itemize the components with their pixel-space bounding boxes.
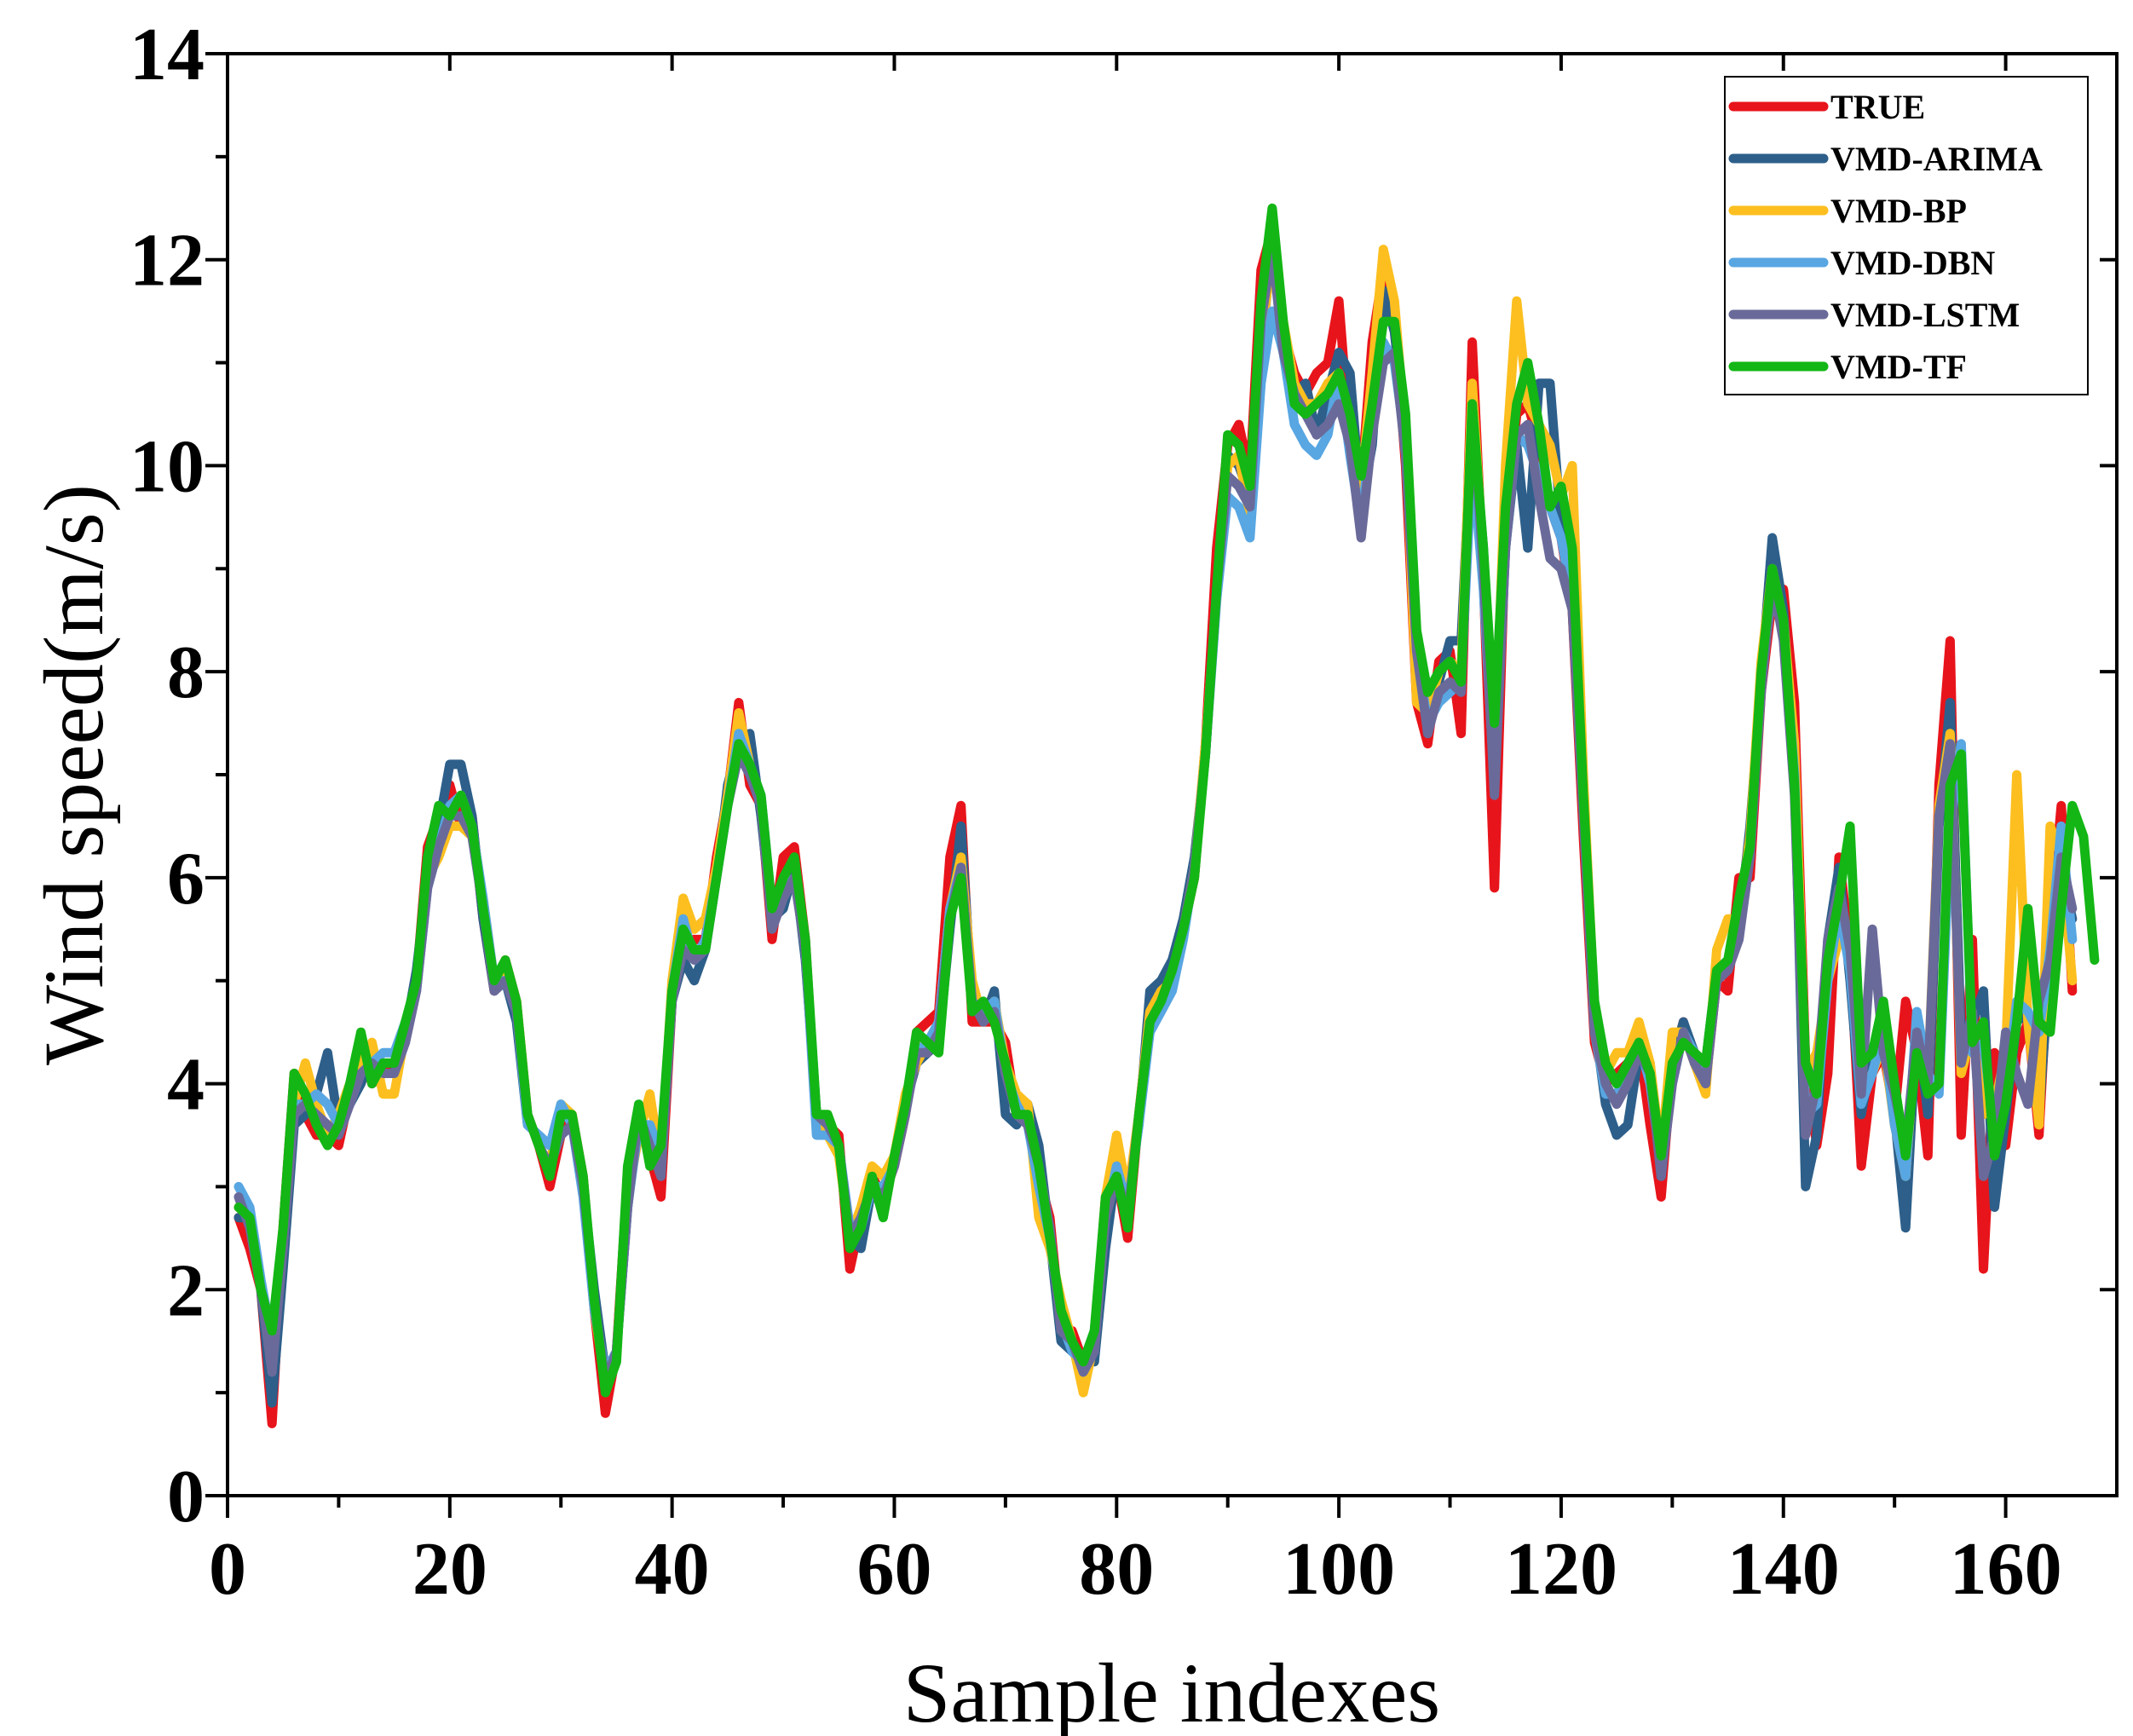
y-tick-label: 2 — [167, 1249, 205, 1332]
x-tick-label: 80 — [1079, 1528, 1154, 1611]
y-tick-label: 6 — [167, 838, 205, 920]
x-tick-label: 20 — [412, 1528, 487, 1611]
legend-box — [1724, 76, 2089, 395]
y-tick-label: 4 — [167, 1044, 205, 1127]
y-axis-label: Wind speed(m/s) — [26, 484, 121, 1065]
x-tick-label: 160 — [1950, 1528, 2062, 1611]
y-tick-label: 8 — [167, 632, 205, 714]
x-tick-label: 100 — [1283, 1528, 1395, 1611]
legend-label: VMD-TF — [1830, 348, 1967, 386]
y-tick-label: 0 — [167, 1456, 205, 1538]
legend: TRUE VMD-ARIMA VMD-BP VMD-DBN VMD-LSTM VMD-TF — [1724, 76, 2089, 395]
x-tick-label: 140 — [1727, 1528, 1840, 1611]
x-tick-label: 40 — [635, 1528, 710, 1611]
legend-label: TRUE — [1830, 88, 1925, 126]
x-axis-label: Sample indexes — [903, 1646, 1440, 1736]
x-tick-label: 60 — [856, 1528, 931, 1611]
series-layer — [233, 203, 2100, 1428]
series-line-vmd-tf — [233, 203, 2100, 1398]
x-axis: 0 20 40 60 80 100 120 140 160 — [209, 54, 2062, 1611]
legend-label: VMD-BP — [1830, 192, 1967, 230]
legend-label: VMD-ARIMA — [1830, 140, 2043, 178]
legend-label: VMD-LSTM — [1830, 296, 2020, 334]
x-tick-label: 0 — [209, 1528, 246, 1611]
legend-label: VMD-DBN — [1830, 244, 1995, 282]
y-tick-label: 10 — [130, 425, 205, 508]
x-tick-label: 120 — [1505, 1528, 1617, 1611]
y-tick-label: 14 — [130, 14, 205, 96]
y-axis: 0 2 4 6 8 10 12 14 — [130, 14, 2117, 1538]
y-tick-label: 12 — [130, 220, 205, 303]
